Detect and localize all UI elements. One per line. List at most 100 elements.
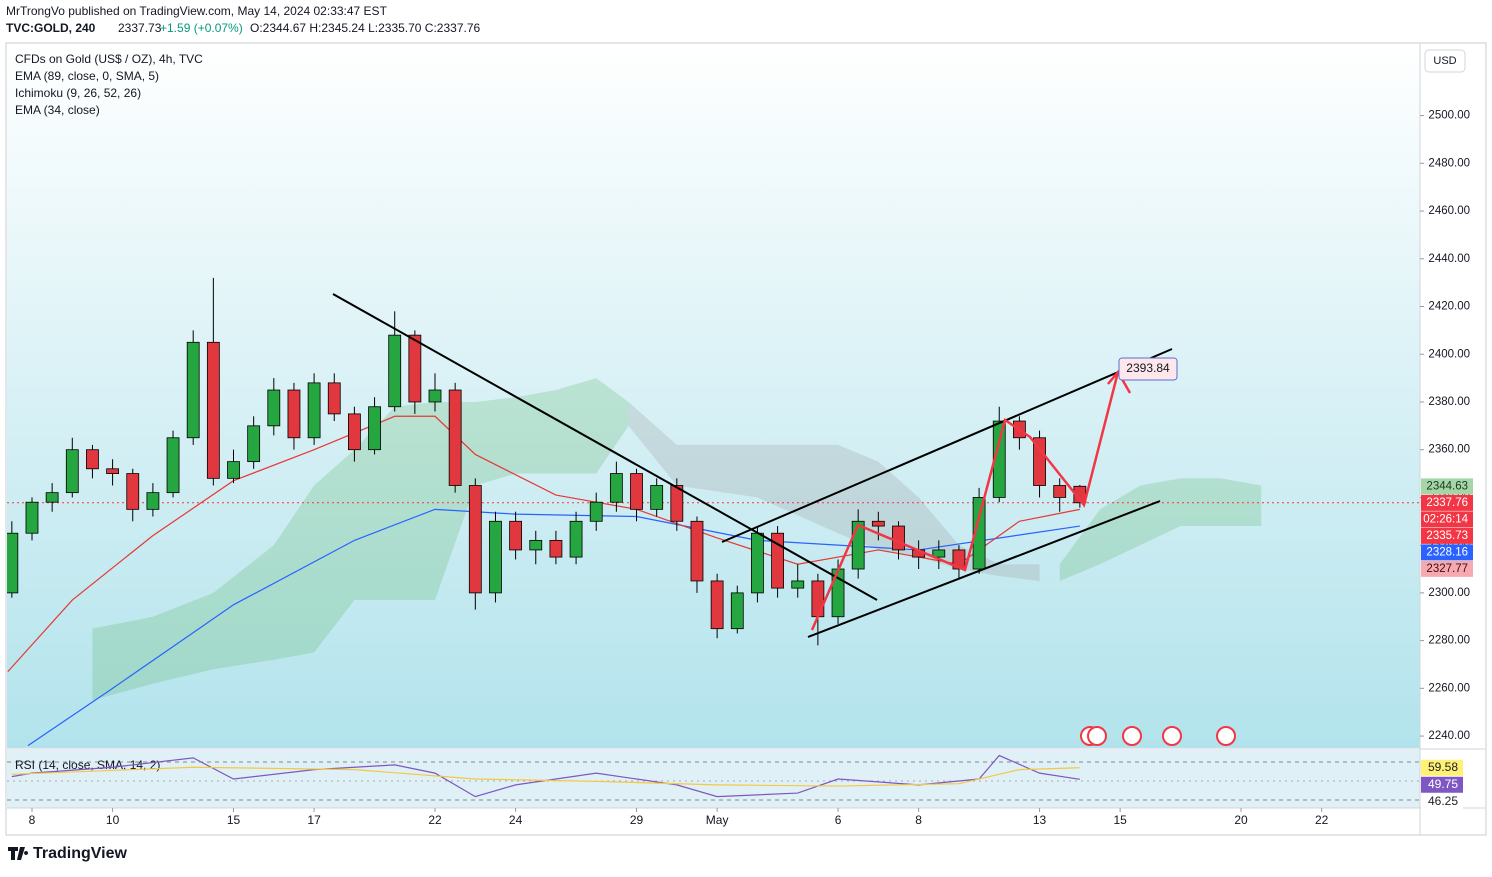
change: +1.59 (+0.07%) (160, 21, 243, 35)
rsi-line (11, 766, 1080, 787)
y-tick-label: 2500.00 (1428, 110, 1470, 122)
y-tick-label: 2460.00 (1428, 205, 1470, 217)
logo-icon (8, 847, 29, 860)
candle-body (206, 341, 220, 479)
drawings: 2393.84 (332, 293, 1178, 638)
candle-body (892, 525, 905, 551)
candle-body (489, 520, 502, 594)
candle-body (186, 341, 200, 439)
rsi-value-label (1421, 776, 1463, 793)
flag[interactable] (1087, 726, 1107, 746)
indicator: Ichimoku (9, 26, 52, 26) (15, 86, 141, 100)
rsi-value-text: 46.25 (1428, 794, 1458, 808)
y-tick-label: 2420.00 (1428, 301, 1470, 313)
ohlc: O:2344.67 H:2345.24 L:2335.70 C:2337.76 (250, 21, 481, 35)
symbol: TVC:GOLD, 240 (6, 21, 96, 35)
candle-body (751, 532, 764, 594)
candle-body (267, 389, 281, 427)
price-label (1421, 544, 1473, 561)
candle-body (650, 485, 664, 510)
rsi-title: RSI (14, close, SMA, 14, 2) (15, 758, 160, 772)
candle-body (287, 389, 301, 439)
price-label (1421, 560, 1473, 577)
x-tick-label: 22 (1315, 813, 1329, 827)
x-tick-label: 20 (1234, 813, 1248, 827)
flag[interactable] (1122, 726, 1142, 746)
event-flags (1080, 726, 1236, 746)
countdown-box (1421, 511, 1473, 528)
projection-path (810, 371, 1120, 631)
candle-body (549, 539, 563, 558)
candle-body (408, 334, 422, 403)
candle-body (791, 580, 805, 589)
rsi-value-text: 49.75 (1428, 777, 1458, 791)
last-price: 2337.73 (118, 21, 162, 35)
y-tick-label: 2240.00 (1428, 730, 1470, 742)
rsi-value-label (1421, 793, 1463, 810)
candle-body (7, 532, 19, 594)
candle-body (690, 520, 704, 582)
price-label-text: 2337.76 (1426, 497, 1468, 509)
price-label (1421, 494, 1473, 511)
y-tick-label: 2440.00 (1428, 253, 1470, 265)
candle-body (630, 473, 643, 510)
main-pane (7, 277, 1420, 747)
indicator: EMA (34, close) (15, 103, 100, 117)
candle-body (609, 473, 623, 503)
ichimoku-cloud (1059, 478, 1262, 581)
price-label (1421, 478, 1473, 495)
candle-body (871, 520, 885, 527)
trend-line (721, 348, 1173, 543)
currency: USD (1433, 55, 1456, 67)
candle-body (529, 539, 543, 551)
candle-body (1033, 437, 1046, 486)
trend-line (332, 293, 878, 601)
currency-button[interactable] (1424, 49, 1466, 73)
candle-body (45, 492, 59, 503)
rsi-line (11, 754, 1080, 798)
brand: TradingView (33, 845, 128, 862)
publisher: MrTrongVo published on TradingView.com, … (6, 4, 388, 18)
candle-body (368, 406, 381, 451)
x-tick-label: 15 (227, 813, 241, 827)
candle-body (166, 437, 180, 494)
candle-body (348, 413, 361, 451)
y-tick-label: 2260.00 (1428, 682, 1470, 694)
flag[interactable] (1216, 726, 1236, 746)
candle-body (106, 468, 119, 474)
y-tick-label: 2380.00 (1428, 396, 1470, 408)
indicator: EMA (89, close, 0, SMA, 5) (15, 69, 159, 83)
x-tick-label: 17 (307, 813, 321, 827)
price-label-text: 2327.77 (1426, 563, 1468, 575)
candle-body (710, 580, 724, 630)
candle-body (468, 485, 482, 594)
price-label (1421, 527, 1473, 544)
x-tick-label: 6 (835, 813, 842, 827)
candle-body (448, 389, 462, 486)
x-tick-label: 8 (29, 813, 36, 827)
target-label-box (1118, 357, 1178, 381)
candle-body (227, 461, 240, 479)
candle-body (327, 382, 341, 415)
x-tick-label: May (706, 813, 729, 827)
x-tick-label: 22 (428, 813, 442, 827)
candle-body (307, 382, 321, 439)
candle-body (247, 425, 261, 463)
y-tick-label: 2480.00 (1428, 157, 1470, 169)
x-tick-label: 13 (1033, 813, 1047, 827)
trend-line (807, 500, 1161, 638)
candle-body (972, 497, 986, 570)
price-label-text: 2335.73 (1426, 530, 1468, 542)
candle-body (25, 501, 39, 534)
candle-body (932, 549, 946, 558)
y-tick-label: 2360.00 (1428, 444, 1470, 456)
flag[interactable] (1162, 726, 1182, 746)
rsi-value-label (1421, 759, 1463, 776)
x-tick-label: 24 (509, 813, 523, 827)
y-tick-label: 2280.00 (1428, 635, 1470, 647)
candle-body (730, 592, 744, 630)
candle-body (771, 532, 784, 589)
candle-body (388, 334, 402, 408)
countdown: 02:26:14 (1423, 513, 1468, 525)
